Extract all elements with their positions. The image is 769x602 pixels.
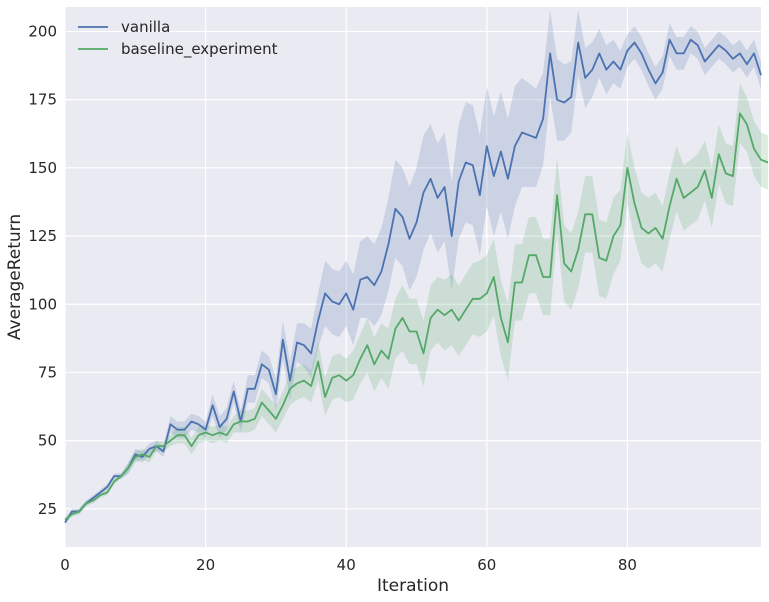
- y-tick-label: 100: [28, 295, 57, 313]
- y-tick-label: 75: [38, 363, 57, 381]
- x-axis-ticks: 0 20 40 60 80: [60, 556, 637, 574]
- grid: [64, 7, 761, 547]
- y-tick-label: 25: [38, 500, 57, 518]
- y-tick-label: 175: [28, 91, 57, 109]
- x-tick-label: 40: [337, 556, 356, 574]
- x-tick-label: 20: [196, 556, 215, 574]
- x-tick-label: 60: [477, 556, 496, 574]
- y-axis-ticks: 25 50 75 100 125 150 175 200: [28, 23, 57, 518]
- confidence-bands: [65, 9, 768, 526]
- y-tick-label: 200: [28, 23, 57, 41]
- series-band-1: [65, 83, 768, 523]
- legend-label-1: baseline_experiment: [121, 40, 278, 59]
- plot-area: [65, 7, 761, 547]
- x-tick-label: 0: [60, 556, 70, 574]
- y-tick-label: 50: [38, 432, 57, 450]
- y-tick-label: 125: [28, 227, 57, 245]
- legend: vanilla baseline_experiment: [78, 18, 278, 59]
- x-axis-label: Iteration: [377, 576, 449, 596]
- series-band-0: [65, 9, 761, 526]
- y-tick-label: 150: [28, 159, 57, 177]
- x-tick-label: 80: [618, 556, 637, 574]
- series-lines: [64, 38, 769, 523]
- series-line-1: [64, 112, 769, 521]
- series-line-0: [64, 38, 762, 523]
- y-axis-label: AverageReturn: [5, 214, 25, 340]
- legend-label-0: vanilla: [121, 18, 170, 36]
